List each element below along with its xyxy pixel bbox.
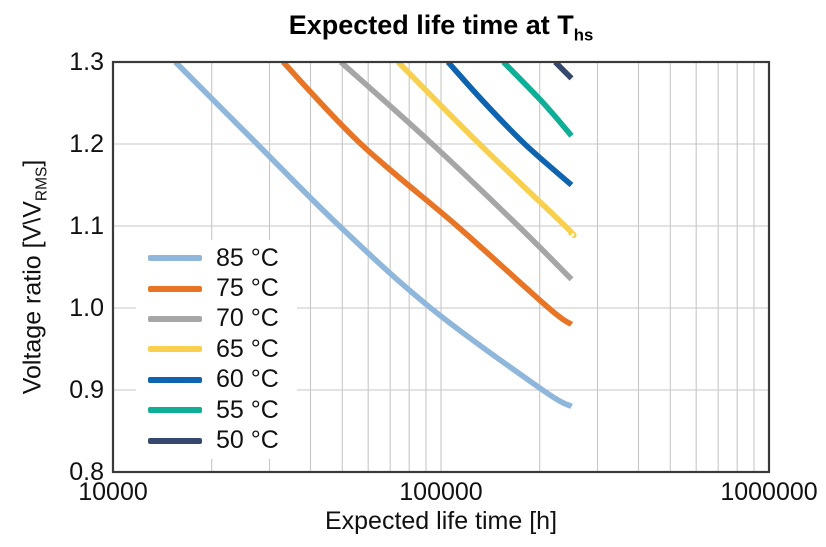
legend-swatch [148, 376, 202, 383]
legend-item: 50 °C [148, 425, 279, 455]
legend-item: 60 °C [148, 365, 279, 395]
y-tick-label: 1.2 [69, 130, 104, 158]
series-line-55c [501, 62, 574, 138]
legend-swatch [148, 255, 202, 262]
series-line-75c [281, 62, 574, 327]
chart-title-subscript: hs [573, 25, 594, 45]
legend-swatch [148, 437, 202, 444]
legend-item: 70 °C [148, 304, 279, 334]
series-line-60c [445, 62, 574, 188]
legend-swatch [148, 285, 202, 292]
x-tick-label: 10000 [78, 478, 148, 506]
legend-swatch [148, 407, 202, 414]
x-axis-title: Expected life time [h] [324, 507, 558, 535]
legend-item: 55 °C [148, 395, 279, 425]
legend-label: 75 °C [216, 274, 279, 303]
chart-title-main: Expected life time at T [288, 10, 574, 40]
y-tick-label: 0.9 [69, 376, 104, 404]
series-line-50c [553, 62, 574, 81]
legend-label: 65 °C [216, 334, 279, 363]
x-tick-label: 1000000 [720, 478, 818, 506]
chart-title: Expected life time at Ths [113, 10, 769, 45]
legend-label: 85 °C [216, 243, 279, 272]
series-line-65c [396, 62, 577, 239]
plot-frame [111, 60, 771, 474]
y-tick-label: 0.8 [69, 458, 104, 486]
series-line-70c [338, 62, 574, 282]
legend-label: 60 °C [216, 365, 279, 394]
legend-item: 65 °C [148, 334, 279, 364]
y-tick-label: 1.3 [69, 48, 104, 76]
legend-item: 75 °C [148, 273, 279, 303]
legend-item: 85 °C [148, 243, 279, 273]
legend-swatch [148, 346, 202, 353]
legend-swatch [148, 315, 202, 322]
legend-label: 50 °C [216, 426, 279, 455]
legend-label: 55 °C [216, 395, 279, 424]
legend-label: 70 °C [216, 304, 279, 333]
y-tick-label: 1.1 [69, 212, 104, 240]
series-line-85c [173, 62, 573, 409]
y-tick-label: 1.0 [69, 294, 104, 322]
legend: 85 °C 75 °C 70 °C 65 °C 60 °C 55 °C 50 °C [136, 240, 297, 459]
x-tick-label: 100000 [399, 478, 483, 506]
